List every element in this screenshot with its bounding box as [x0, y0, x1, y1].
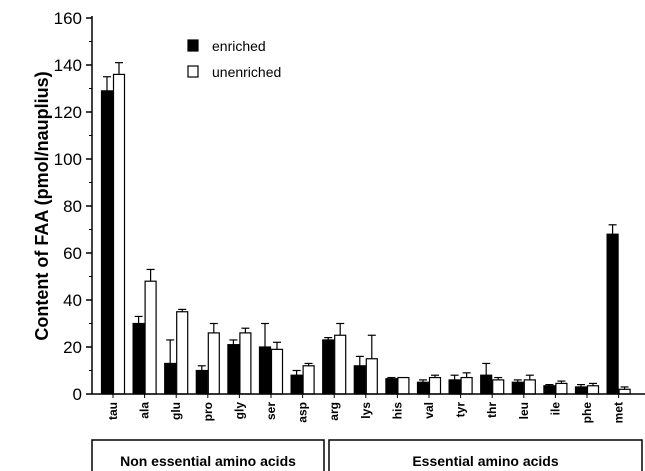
y-tick-label: 40 — [63, 291, 82, 310]
y-tick-label: 160 — [54, 9, 82, 28]
y-axis: 0 20 40 60 80 100 120 140 160 — [54, 9, 93, 404]
x-axis: tau ala glu pro gly ser asp arg lys his val tyr thr l… — [92, 393, 645, 424]
bar-enriched-tau — [100, 90, 114, 395]
x-tick-label: ile — [548, 402, 562, 416]
bar-unenriched-phe — [586, 385, 600, 395]
bar-enriched-asp — [290, 374, 303, 395]
bar-unenriched-asp — [302, 365, 315, 395]
x-tick-label: tau — [106, 402, 120, 420]
bar-unenriched-tyr — [460, 376, 473, 395]
x-tick-label: glu — [169, 402, 183, 420]
bar-unenriched-glu — [176, 311, 189, 395]
legend-swatch-enriched — [187, 39, 199, 52]
bar-enriched-glu — [164, 362, 177, 395]
x-tick-label: his — [390, 402, 404, 420]
y-tick-label: 80 — [63, 197, 82, 216]
x-tick-label: pro — [201, 402, 215, 421]
y-tick-label: 140 — [54, 56, 82, 75]
bar-unenriched-ile — [555, 382, 568, 395]
x-tick-label: thr — [485, 402, 499, 418]
x-tick-label: leu — [517, 402, 531, 419]
y-axis-label: Content of FAA (pmol/nauplius) — [32, 71, 52, 340]
bar-enriched-his — [385, 378, 398, 395]
x-tick-label: ser — [264, 402, 278, 420]
bar-enriched-thr — [480, 374, 493, 395]
x-tick-label: asp — [296, 402, 310, 423]
group-label: Non essential amino acids — [120, 453, 296, 469]
bar-enriched-ala — [132, 322, 145, 395]
bar-unenriched-thr — [492, 379, 505, 395]
category-groups: Non essential amino acids Essential amino… — [91, 439, 643, 471]
y-tick-label: 100 — [54, 150, 82, 169]
bar-enriched-ser — [258, 346, 272, 395]
bar-enriched-tyr — [448, 379, 461, 395]
legend-label-unenriched: unenriched — [212, 64, 281, 80]
bar-enriched-gly — [227, 344, 240, 395]
x-tick-label: val — [422, 402, 436, 419]
bar-unenriched-tau — [112, 73, 126, 395]
bar-unenriched-arg — [334, 334, 347, 395]
group-box — [328, 439, 643, 471]
x-tick-label: lys — [359, 402, 373, 419]
bar-enriched-lys — [353, 365, 366, 395]
legend: enriched unenriched — [187, 38, 281, 80]
bars — [100, 62, 631, 395]
bar-enriched-pro — [195, 369, 208, 395]
group-label: Essential amino acids — [412, 453, 558, 469]
bar-unenriched-pro — [207, 332, 220, 395]
bar-enriched-leu — [511, 381, 524, 395]
x-tick-label: gly — [232, 402, 246, 420]
x-tick-label: tyr — [454, 402, 468, 418]
bar-unenriched-leu — [523, 379, 536, 395]
x-tick-label: arg — [327, 402, 341, 421]
bar-unenriched-ser — [270, 348, 284, 395]
bar-enriched-met — [606, 233, 619, 395]
bar-enriched-val — [416, 381, 430, 395]
x-tick-label: ala — [138, 402, 152, 419]
bar-unenriched-val — [428, 376, 442, 395]
y-tick-label: 60 — [63, 244, 82, 263]
y-tick-label: 20 — [63, 338, 82, 357]
legend-label-enriched: enriched — [212, 38, 266, 54]
x-tick-label: phe — [580, 402, 594, 424]
x-tick-label: met — [612, 402, 626, 423]
y-tick-label: 0 — [73, 385, 82, 404]
legend-swatch-unenriched — [187, 65, 199, 78]
bar-enriched-ile — [543, 385, 556, 395]
y-tick-label: 120 — [54, 103, 82, 122]
bar-unenriched-lys — [365, 358, 378, 395]
bar-enriched-phe — [574, 386, 588, 395]
bar-unenriched-gly — [239, 332, 252, 395]
bar-unenriched-ala — [144, 280, 157, 395]
bar-unenriched-his — [397, 376, 410, 395]
bar-enriched-arg — [322, 339, 335, 395]
group-box — [91, 439, 325, 471]
